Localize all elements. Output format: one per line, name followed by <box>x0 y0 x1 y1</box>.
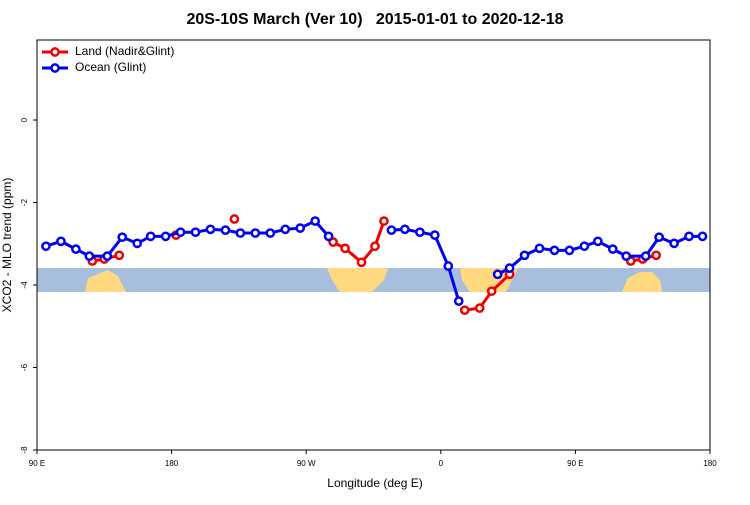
data-point <box>117 232 128 243</box>
land-patch <box>622 272 662 292</box>
data-point <box>84 251 95 261</box>
y-axis-label: XCO2 - MLO trend (ppm) <box>0 178 14 313</box>
data-point <box>474 303 485 313</box>
x-tick-label: 0 <box>439 459 444 468</box>
y-tick-label: -2 <box>20 198 29 206</box>
data-point <box>370 241 380 252</box>
data-point <box>564 245 575 256</box>
data-point <box>669 238 679 249</box>
land-patch <box>327 268 388 292</box>
data-point <box>621 251 632 261</box>
legend-marker <box>50 63 60 73</box>
land-patch <box>85 270 126 292</box>
data-point <box>340 243 350 254</box>
data-point <box>443 261 454 271</box>
data-point <box>229 214 240 224</box>
plot-frame <box>36 39 711 451</box>
x-tick-label: 90 E <box>29 459 45 468</box>
data-point <box>415 227 425 238</box>
data-point <box>684 231 694 242</box>
data-point <box>459 305 470 316</box>
data-point <box>492 269 503 280</box>
data-point <box>379 216 389 226</box>
data-point <box>295 223 306 233</box>
data-point <box>549 245 560 256</box>
data-point <box>102 251 113 261</box>
data-point <box>519 250 530 261</box>
data-point <box>486 286 497 297</box>
data-point <box>190 227 201 238</box>
data-point <box>235 228 246 238</box>
data-point <box>697 231 708 242</box>
data-point <box>386 225 397 236</box>
data-point <box>71 244 81 254</box>
data-point <box>41 241 51 252</box>
data-point <box>310 216 321 226</box>
x-axis-label: Longitude (deg E) <box>327 476 422 490</box>
data-point <box>607 244 618 254</box>
legend-label: Land (Nadir&Glint) <box>75 44 174 58</box>
y-tick-label: -4 <box>20 281 29 289</box>
x-tick-label: 90 W <box>297 459 316 468</box>
data-point <box>220 225 231 236</box>
data-point <box>654 232 665 243</box>
y-tick-label: 0 <box>20 117 29 122</box>
x-tick-label: 180 <box>703 459 717 468</box>
data-point <box>651 250 662 261</box>
x-tick-label: 180 <box>165 459 179 468</box>
data-point <box>114 250 125 261</box>
data-point <box>265 228 276 238</box>
data-point <box>429 230 440 240</box>
y-tick-label: -6 <box>20 363 29 371</box>
data-point <box>592 236 603 247</box>
y-tick-label: -8 <box>20 446 29 454</box>
data-point <box>400 224 410 235</box>
data-point <box>504 263 515 273</box>
data-point <box>579 241 590 252</box>
legend-marker <box>50 47 60 57</box>
data-point <box>534 243 545 254</box>
data-point <box>323 231 334 242</box>
legend: Land (Nadir&Glint) Ocean (Glint) <box>42 44 174 74</box>
data-point <box>356 257 367 268</box>
chart-title: 20S-10S March (Ver 10) 2015-01-01 to 202… <box>186 11 563 28</box>
data-point <box>280 224 291 235</box>
legend-label: Ocean (Glint) <box>75 60 146 74</box>
data-point <box>453 296 464 306</box>
data-point <box>132 238 143 249</box>
data-point <box>640 251 651 261</box>
data-point <box>56 236 66 247</box>
data-point <box>160 231 171 242</box>
map-band <box>37 268 710 292</box>
data-point <box>205 224 216 235</box>
land-patch <box>460 268 518 292</box>
data-point <box>250 228 261 238</box>
data-point <box>175 227 186 238</box>
data-point <box>145 231 156 242</box>
x-tick-label: 90 E <box>567 459 583 468</box>
